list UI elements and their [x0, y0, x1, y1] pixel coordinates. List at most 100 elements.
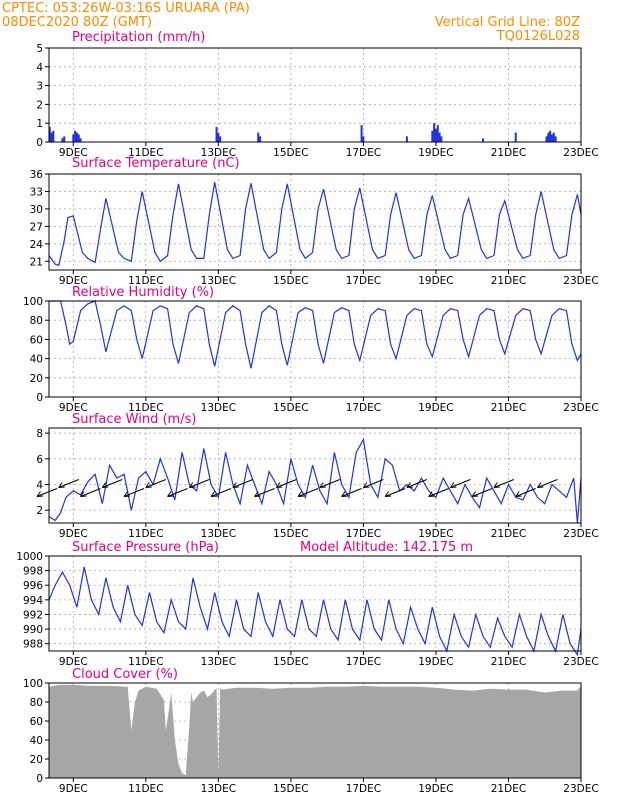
wind-arrow-head [145, 482, 152, 488]
x-tick-label: 19DEC [418, 275, 453, 287]
x-tick-label: 19DEC [418, 528, 453, 540]
precip-bar [217, 132, 220, 142]
precip-bar [74, 130, 77, 142]
x-tick-label: 11DEC [128, 147, 163, 159]
x-tick-label: 15DEC [273, 528, 308, 540]
x-tick-label: 23DEC [563, 656, 598, 668]
precip-bar [360, 125, 363, 142]
y-tick-label: 2 [36, 505, 43, 517]
precip-bar [219, 136, 222, 142]
plot-frame [48, 173, 582, 271]
wind-arrow [189, 479, 210, 488]
y-tick-label: 21 [30, 256, 43, 268]
precip-bar [405, 136, 408, 142]
wind-arrow-head [275, 482, 283, 488]
plot-frame [48, 682, 582, 779]
wind-panel: Surface Wind (m/s) 2 4 6 8 9DEC 11DEC 13DEC 15D… [36, 412, 598, 540]
x-tick-label: 13DEC [201, 402, 236, 414]
y-tick-label: 996 [23, 580, 43, 592]
series-line [48, 437, 582, 524]
wind-arrow-head [58, 482, 65, 488]
wind-arrow [58, 479, 79, 488]
wind-arrow-head [493, 482, 500, 488]
x-tick-label: 23DEC [563, 528, 598, 540]
x-tick-label: 15DEC [273, 275, 308, 287]
wind-arrow [232, 479, 253, 488]
x-tick-label: 15DEC [273, 783, 308, 795]
x-tick-label: 11DEC [128, 402, 163, 414]
wind-arrow-head [36, 491, 44, 497]
precip-bar [72, 134, 75, 142]
y-tick-label: 994 [23, 595, 43, 607]
wind-arrow-head [471, 491, 479, 497]
wind-arrow [102, 479, 123, 488]
series-line [48, 181, 582, 267]
precip-bar [50, 132, 53, 142]
y-tick-label: 8 [36, 428, 43, 440]
series-line [49, 300, 582, 369]
wind-arrow [515, 488, 536, 497]
cloud-cover-panel: Cloud Cover (%) 0 20 40 60 80 100 9DEC 11DEC 13D… [23, 667, 599, 795]
wind-arrow-head [406, 482, 413, 488]
wind-arrow-head [449, 482, 457, 488]
x-tick-label: 11DEC [128, 656, 163, 668]
x-tick-label: 19DEC [418, 402, 453, 414]
wind-arrow-head [167, 491, 174, 497]
x-tick-label: 19DEC [418, 656, 453, 668]
x-tick-label: 21DEC [491, 402, 526, 414]
precip-bar [75, 132, 78, 142]
wind-arrow [363, 479, 384, 488]
x-tick-label: 17DEC [346, 783, 381, 795]
precip-bar [431, 130, 434, 142]
precip-bar [514, 132, 517, 142]
x-tick-label: 9DEC [59, 528, 88, 540]
x-tick-label: 11DEC [128, 783, 163, 795]
precip-bar [440, 136, 443, 142]
x-tick-label: 13DEC [201, 783, 236, 795]
plot-frame [48, 300, 582, 398]
wind-arrow-head [123, 491, 131, 497]
x-tick-label: 11DEC [128, 275, 163, 287]
wind-arrow [297, 488, 319, 497]
wind-arrow [167, 488, 188, 497]
x-tick-label: 17DEC [346, 402, 381, 414]
wind-arrow-head [254, 491, 261, 497]
precip-bar [77, 134, 80, 142]
wind-arrow [493, 479, 515, 488]
y-tick-label: 1000 [16, 551, 43, 563]
precip-bar [362, 136, 365, 142]
precip-bar [61, 138, 64, 142]
x-tick-label: 9DEC [59, 402, 88, 414]
wind-arrow-head [297, 491, 305, 497]
wind-arrow [450, 479, 471, 488]
x-tick-label: 21DEC [491, 783, 526, 795]
precip-bar [257, 132, 260, 142]
y-tick-label: 60 [30, 334, 43, 346]
y-tick-label: 992 [23, 609, 43, 621]
precipitation-panel: Precipitation (mm/h) 0 1 2 3 4 5 9DEC 11DEC 13DE… [36, 30, 598, 159]
y-tick-label: 4 [36, 479, 43, 491]
x-tick-label: 15DEC [273, 656, 308, 668]
x-tick-label: 19DEC [418, 783, 453, 795]
wind-arrow [471, 488, 493, 497]
y-tick-label: 2 [36, 99, 43, 111]
precip-bar [48, 126, 51, 142]
wind-arrow-head [188, 482, 196, 488]
wind-arrow [210, 488, 232, 497]
precip-bar [259, 136, 262, 142]
x-tick-label: 9DEC [59, 147, 88, 159]
x-tick-label: 9DEC [59, 783, 88, 795]
x-tick-label: 23DEC [563, 275, 598, 287]
wind-title: Surface Wind (m/s) [72, 412, 196, 427]
x-tick-label: 13DEC [201, 656, 236, 668]
precip-bar [482, 138, 485, 142]
precip-bar [549, 130, 552, 142]
wind-arrow [145, 479, 166, 488]
wind-arrow [123, 488, 145, 497]
wind-arrow-head [80, 491, 87, 497]
y-tick-label: 40 [30, 735, 43, 747]
precip-bar [552, 132, 555, 142]
y-tick-label: 100 [23, 678, 43, 690]
wind-arrow [428, 488, 449, 497]
